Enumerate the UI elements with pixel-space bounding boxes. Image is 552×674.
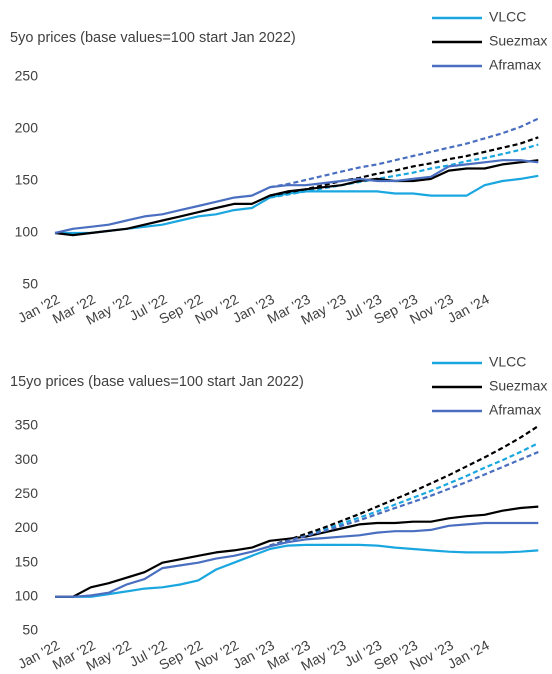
legend-label: Aframax [489, 402, 541, 418]
chart-title: 5yo prices (base values=100 start Jan 20… [10, 30, 296, 46]
forecast-line [269, 450, 539, 547]
y-tick-label: 100 [15, 588, 39, 604]
series-line [54, 159, 539, 235]
legend-label: Aframax [489, 57, 541, 73]
y-tick-label: 50 [22, 276, 38, 292]
y-tick-label: 300 [15, 451, 39, 467]
chart-title: 15yo prices (base values=100 start Jan 2… [10, 374, 304, 390]
y-tick-label: 50 [22, 622, 38, 638]
x-tick-label: Jan '24 [445, 637, 492, 672]
forecast-line [269, 425, 539, 547]
series-line [55, 521, 539, 598]
y-tick-label: 250 [15, 68, 39, 84]
y-tick-label: 200 [15, 519, 39, 535]
y-tick-label: 200 [15, 120, 39, 136]
legend-label: Suezmax [489, 33, 547, 49]
forecast-line [269, 143, 539, 199]
y-tick-label: 100 [15, 224, 39, 240]
series-line [54, 159, 539, 237]
series-line [55, 543, 539, 598]
y-tick-label: 250 [15, 485, 39, 501]
legend-label: VLCC [489, 354, 526, 370]
y-tick-label: 150 [15, 553, 39, 569]
y-tick-label: 350 [15, 417, 39, 433]
forecast-line [269, 117, 539, 189]
legend-label: Suezmax [489, 378, 547, 394]
x-tick-label: Jan '24 [445, 291, 492, 326]
legend-label: VLCC [489, 9, 526, 25]
forecast-line [269, 136, 539, 197]
y-tick-label: 150 [15, 172, 39, 188]
